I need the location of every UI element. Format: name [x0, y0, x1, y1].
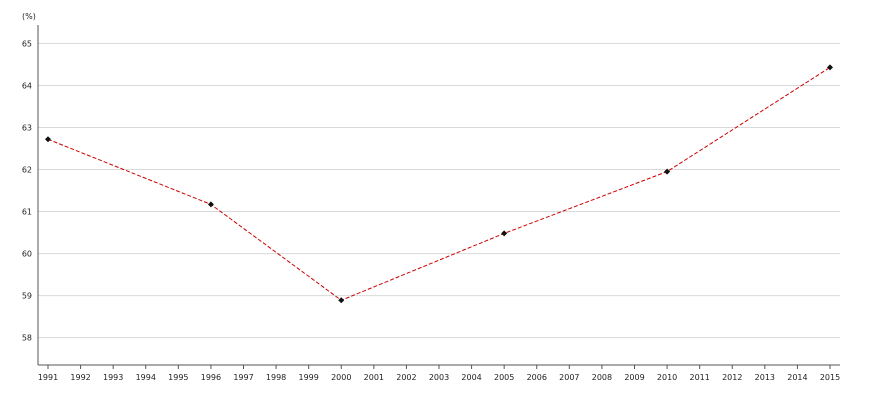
y-tick-label-60: 60 [22, 250, 32, 259]
x-tick-label-1993: 1993 [103, 373, 123, 382]
x-tick-label-2012: 2012 [722, 373, 742, 382]
x-tick-label-2007: 2007 [559, 373, 579, 382]
data-point-2015 [827, 64, 833, 71]
y-tick-label-59: 59 [22, 292, 32, 301]
data-point-2005 [501, 230, 508, 237]
x-tick-label-1999: 1999 [298, 373, 318, 382]
y-tick-label-58: 58 [22, 334, 32, 343]
x-tick-label-1996: 1996 [201, 373, 221, 382]
x-tick-label-2000: 2000 [331, 373, 351, 382]
x-tick-label-2003: 2003 [429, 373, 449, 382]
series-line-0 [47, 66, 831, 301]
data-point-1991 [45, 136, 51, 143]
x-tick-label-1995: 1995 [168, 373, 188, 382]
y-tick-labels: 58 59 60 61 62 63 64 65 [22, 39, 32, 342]
x-tick-label-2004: 2004 [461, 373, 481, 382]
x-tick-label-2010: 2010 [657, 373, 677, 382]
gridlines [38, 42, 840, 339]
x-tick-label-2014: 2014 [787, 373, 807, 382]
x-tick-label-2001: 2001 [364, 373, 384, 382]
x-tick-label-1994: 1994 [136, 373, 156, 382]
x-tick-label-1998: 1998 [266, 373, 286, 382]
y-tick-label-65: 65 [22, 39, 32, 48]
x-tick-label-2002: 2002 [396, 373, 416, 382]
x-tick-label-2015: 2015 [820, 373, 840, 382]
x-tick-label-2009: 2009 [624, 373, 644, 382]
x-tick-label-2011: 2011 [689, 373, 709, 382]
x-tick-label-2005: 2005 [494, 373, 514, 382]
data-point-1996 [207, 201, 214, 208]
y-tick-label-64: 64 [22, 81, 32, 90]
x-tick-label-1997: 1997 [233, 373, 253, 382]
series-lines [47, 66, 831, 301]
y-tick-label-62: 62 [22, 166, 32, 175]
x-tick-label-2008: 2008 [592, 373, 612, 382]
x-tick-label-1992: 1992 [70, 373, 90, 382]
data-point-2000 [338, 297, 345, 304]
x-tick-label-2006: 2006 [527, 373, 547, 382]
y-unit-label: (%) [22, 12, 36, 21]
y-tick-label-61: 61 [22, 208, 32, 217]
x-tick-labels: 1991 1992 1993 1994 1995 1996 1997 1998 1999 2000… [38, 373, 840, 382]
axes [37, 25, 840, 369]
x-tick-label-2013: 2013 [755, 373, 775, 382]
data-point-2010 [664, 168, 671, 175]
x-tick-label-1991: 1991 [38, 373, 58, 382]
y-tick-label-63: 63 [22, 123, 32, 132]
data-points [45, 64, 833, 304]
